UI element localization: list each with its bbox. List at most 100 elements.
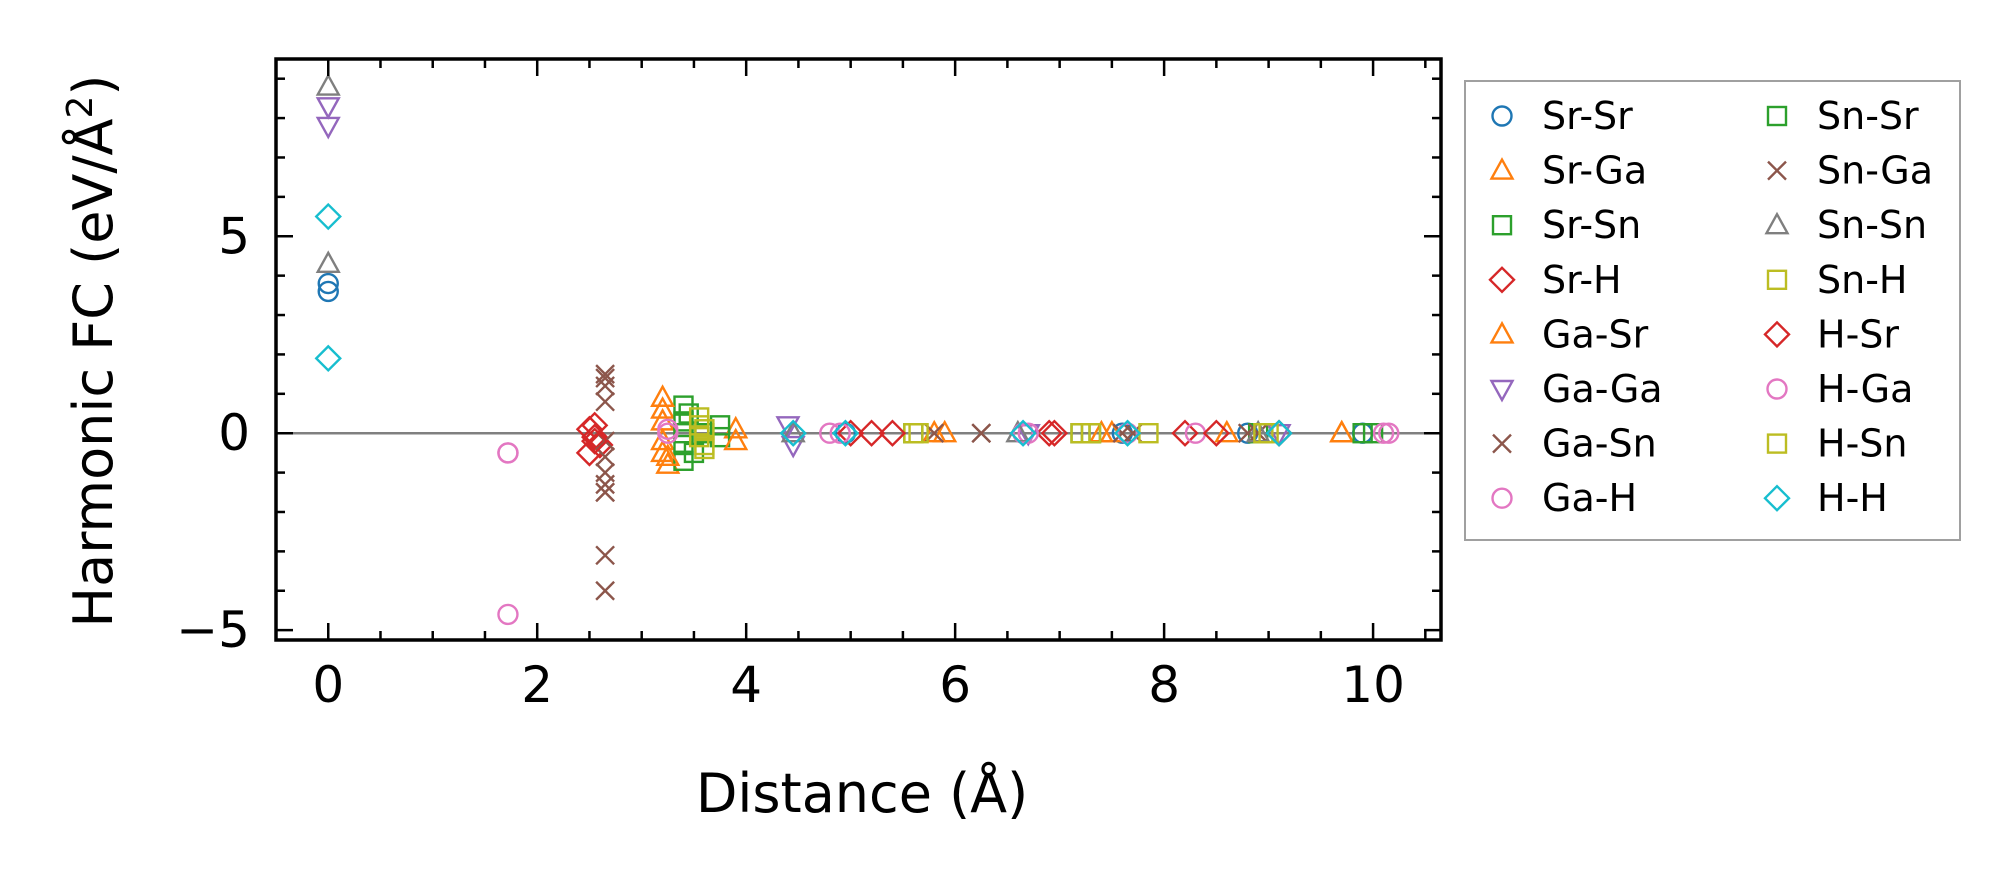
data-point-h-sr	[1202, 419, 1231, 447]
legend-label: Sn-H	[1817, 258, 1908, 302]
x-axis-label: Distance (Å)	[696, 761, 1028, 825]
data-point-h-ga	[829, 422, 851, 444]
legend-entry-h-sr: H-Sr	[1763, 312, 1899, 356]
data-point-sn-h	[688, 415, 710, 436]
legend-label: Sr-Sr	[1542, 94, 1633, 138]
legend: Sr-Sr Sr-Ga Sr-Sn Sr-H Ga-Sr Ga-Ga Ga-Sn Ga-H Sn…	[1464, 80, 1961, 541]
legend-marker-sr-sn	[1491, 214, 1513, 236]
data-point-sr-sn	[1362, 423, 1384, 444]
x-tick-label: 6	[939, 656, 971, 714]
data-point-ga-sn	[595, 580, 615, 601]
legend-marker-sn-h	[1766, 269, 1788, 290]
data-point-ga-ga	[1266, 424, 1292, 447]
plot-frame	[274, 57, 1443, 642]
data-point-h-sr	[836, 419, 865, 447]
data-point-sn-ga	[1248, 423, 1268, 444]
legend-label: H-H	[1817, 476, 1888, 520]
legend-entry-sn-ga: Sn-Ga	[1767, 149, 1933, 193]
legend-label: Ga-Sr	[1542, 312, 1649, 356]
data-point-sr-ga	[650, 396, 676, 419]
legend-entry-sn-h: Sn-H	[1766, 258, 1908, 302]
data-point-ga-ga	[315, 116, 341, 140]
data-point-h-h	[314, 344, 342, 373]
legend-entry-ga-h: Ga-H	[1491, 476, 1637, 520]
data-point-h-sr	[580, 411, 609, 440]
legend-entry-sr-ga: Sr-Ga	[1489, 149, 1647, 193]
data-point-h-h	[1113, 419, 1142, 447]
legend-marker-ga-sr	[1489, 320, 1515, 344]
y-axis-label-main: Harmonic FC (eV/Å	[61, 118, 125, 627]
legend-marker-sn-sn	[1764, 211, 1790, 235]
legend-label: Sn-Sr	[1817, 94, 1919, 138]
data-point-sr-h	[1035, 419, 1063, 447]
data-point-sn-sn	[780, 419, 806, 443]
data-point-ga-ga	[315, 97, 341, 120]
data-point-sr-h	[857, 419, 886, 447]
legend-label: Sr-H	[1542, 258, 1622, 302]
legend-entry-sn-sn: Sn-Sn	[1764, 203, 1927, 247]
data-point-h-h	[831, 419, 860, 447]
data-point-sr-h	[580, 423, 609, 451]
legend-marker-sr-sr	[1491, 105, 1513, 127]
data-point-h-sn	[694, 434, 715, 456]
data-point-ga-sr	[650, 384, 676, 407]
data-point-ga-sn	[595, 391, 615, 412]
legend-marker-h-sr	[1763, 320, 1791, 349]
data-point-ga-sr	[655, 443, 681, 467]
y-axis-label-superscript: 2	[60, 96, 101, 119]
data-point-ga-h	[1017, 422, 1039, 444]
data-point-sr-sr	[317, 280, 339, 303]
data-point-h-h	[1009, 419, 1037, 447]
legend-entry-sr-sn: Sr-Sn	[1491, 203, 1641, 247]
legend-entry-ga-sr: Ga-Sr	[1489, 312, 1649, 356]
data-point-sn-ga	[971, 423, 992, 444]
legend-entry-sn-sr: Sn-Sr	[1766, 94, 1919, 138]
data-point-ga-sr	[1329, 419, 1355, 443]
data-markers	[314, 73, 1400, 626]
data-point-h-ga	[1378, 422, 1400, 444]
y-tick-label: −5	[176, 601, 250, 659]
data-point-h-h	[1265, 419, 1293, 447]
data-point-sr-ga	[723, 415, 749, 439]
data-point-ga-h	[1372, 422, 1395, 444]
x-tick-label: 10	[1341, 656, 1405, 714]
legend-marker-h-h	[1763, 484, 1791, 512]
legend-label: Ga-H	[1542, 476, 1637, 520]
data-point-h-ga	[1116, 422, 1139, 444]
data-point-h-ga	[657, 418, 679, 440]
legend-marker-h-ga	[1766, 378, 1788, 400]
data-point-ga-ga	[780, 435, 806, 459]
data-point-sn-sn	[315, 73, 341, 96]
legend-entry-ga-ga: Ga-Ga	[1489, 367, 1663, 411]
data-point-sr-sr	[834, 422, 857, 444]
legend-entry-sr-h: Sr-H	[1488, 258, 1622, 302]
data-point-h-h	[314, 202, 342, 231]
legend-entry-ga-sn: Ga-Sn	[1492, 422, 1657, 466]
legend-label: Sn-Ga	[1817, 149, 1933, 193]
legend-marker-sr-ga	[1489, 157, 1515, 180]
data-point-h-ga	[497, 442, 519, 464]
legend-label: H-Sn	[1817, 422, 1908, 466]
legend-entry-sr-sr: Sr-Sr	[1491, 94, 1633, 138]
data-point-sn-h	[1070, 423, 1091, 444]
legend-entry-h-h: H-H	[1763, 476, 1888, 520]
data-point-sr-ga	[1214, 419, 1240, 443]
data-point-sn-ga	[595, 482, 615, 503]
legend-label: H-Ga	[1817, 367, 1913, 411]
data-point-ga-sr	[932, 419, 958, 443]
legend-label: Ga-Sn	[1542, 422, 1657, 466]
data-point-ga-sn	[595, 376, 615, 396]
data-point-h-ga	[1012, 422, 1034, 444]
legend-box	[1464, 80, 1961, 541]
legend-label: Ga-Ga	[1542, 367, 1663, 411]
x-tick-label: 8	[1148, 656, 1180, 714]
legend-marker-sr-h	[1488, 266, 1516, 294]
data-point-sr-sr	[317, 272, 339, 295]
data-point-h-sr	[878, 419, 907, 447]
data-point-ga-ga	[775, 416, 801, 439]
data-point-sr-ga	[655, 451, 681, 474]
data-point-sn-sr	[709, 415, 731, 436]
x-tick-label: 4	[730, 656, 762, 714]
y-tick-label: 0	[218, 404, 250, 462]
